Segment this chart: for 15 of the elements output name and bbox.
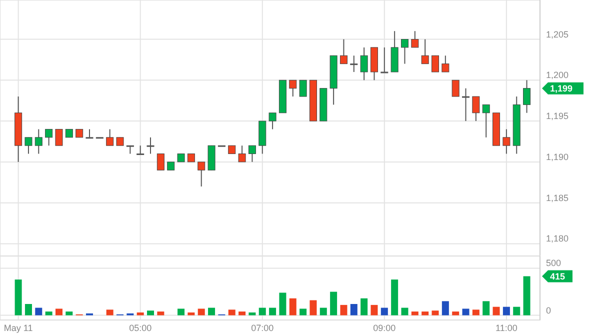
x-tick-label: 09:00 xyxy=(373,323,396,333)
y-tick-label: 1,195 xyxy=(546,111,569,122)
x-tick-label: May 11 xyxy=(4,323,33,333)
y-tick-label: 1,180 xyxy=(546,234,569,244)
y-tick-label: 1,185 xyxy=(546,192,569,203)
text: 1,199 xyxy=(550,83,573,94)
y-tick-label: 0 xyxy=(546,305,552,316)
x-tick-label: 11:00 xyxy=(496,323,518,333)
y-tick-label: 1,200 xyxy=(546,70,569,80)
text: 415 xyxy=(550,271,566,282)
x-tick-label: 05:00 xyxy=(129,323,152,333)
y-tick-label: 1,190 xyxy=(546,152,569,162)
y-tick-label: 1,205 xyxy=(546,29,569,40)
y-tick-label: 500 xyxy=(546,258,562,268)
x-tick-label: 07:00 xyxy=(251,323,274,333)
